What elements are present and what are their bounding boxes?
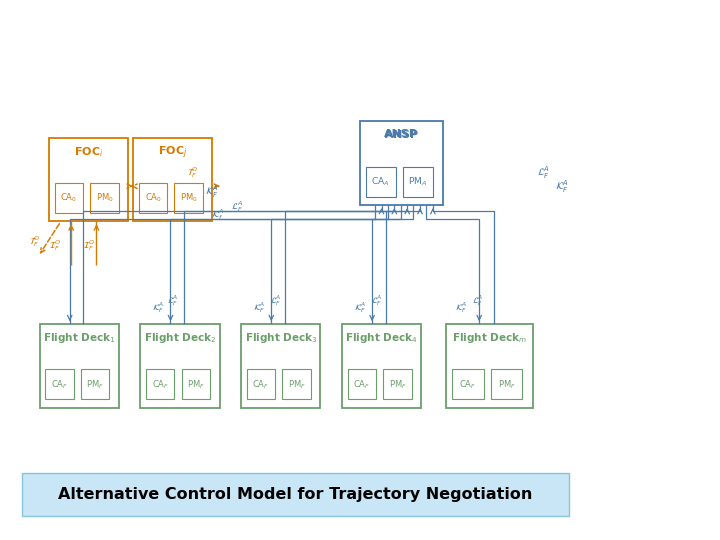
- Bar: [241, 324, 320, 408]
- Text: $\mathcal{K}_F^A$: $\mathcal{K}_F^A$: [253, 300, 266, 315]
- Bar: [383, 369, 412, 399]
- Text: $\mathcal{K}_F^A$: $\mathcal{K}_F^A$: [554, 178, 569, 195]
- Text: $\mathcal{I}_F^O$: $\mathcal{I}_F^O$: [49, 238, 61, 253]
- Text: CA$_F$: CA$_F$: [51, 378, 68, 390]
- Bar: [342, 324, 421, 408]
- Text: FOC$_i$: FOC$_i$: [74, 145, 103, 159]
- Bar: [446, 324, 533, 408]
- Bar: [174, 183, 203, 213]
- Text: PM$_F$: PM$_F$: [389, 378, 406, 390]
- Bar: [22, 472, 569, 516]
- Text: ANSP: ANSP: [384, 129, 418, 139]
- Text: $\mathcal{L}_F^A$: $\mathcal{L}_F^A$: [371, 293, 382, 308]
- Text: $\mathcal{K}_F^A$: $\mathcal{K}_F^A$: [354, 300, 366, 315]
- Text: CA$_F$: CA$_F$: [152, 378, 168, 390]
- Text: PM$_F$: PM$_F$: [498, 378, 516, 390]
- Text: CA$_F$: CA$_F$: [459, 378, 477, 390]
- Bar: [139, 183, 167, 213]
- Bar: [81, 369, 109, 399]
- Bar: [360, 122, 443, 205]
- Text: ANSP$_{}$: ANSP$_{}$: [384, 129, 419, 139]
- Bar: [133, 138, 212, 221]
- Text: CA$_F$: CA$_F$: [354, 378, 370, 390]
- Text: PM$_A$: PM$_A$: [408, 176, 428, 188]
- Text: $\mathcal{T}_F^O$: $\mathcal{T}_F^O$: [187, 165, 199, 180]
- Text: FOC$_j$: FOC$_j$: [158, 145, 187, 161]
- Text: PM$_0$: PM$_0$: [96, 192, 113, 204]
- Bar: [491, 369, 523, 399]
- Text: PM$_F$: PM$_F$: [86, 378, 104, 390]
- Text: Flight Deck$_{4}$: Flight Deck$_{4}$: [346, 331, 418, 345]
- Text: $\mathcal{L}_F^A$: $\mathcal{L}_F^A$: [167, 293, 179, 308]
- Bar: [45, 369, 73, 399]
- Text: CA$_0$: CA$_0$: [60, 192, 77, 204]
- Bar: [40, 324, 119, 408]
- Bar: [452, 369, 484, 399]
- Text: $\mathcal{T}_F^O$: $\mathcal{T}_F^O$: [29, 234, 40, 249]
- Bar: [247, 369, 275, 399]
- Bar: [90, 183, 119, 213]
- Text: $\mathcal{K}_F^A$: $\mathcal{K}_F^A$: [205, 183, 220, 200]
- Bar: [181, 369, 210, 399]
- Text: CA$_A$: CA$_A$: [372, 176, 390, 188]
- Bar: [140, 324, 220, 408]
- Text: Flight Deck$_{1}$: Flight Deck$_{1}$: [43, 331, 115, 345]
- Text: $\mathcal{I}_F^O$: $\mathcal{I}_F^O$: [84, 238, 95, 253]
- Text: Flight Deck$_{3}$: Flight Deck$_{3}$: [245, 331, 317, 345]
- Text: $\mathcal{K}_f^A$: $\mathcal{K}_f^A$: [211, 207, 224, 222]
- Text: CA$_F$: CA$_F$: [253, 378, 269, 390]
- Text: $\mathcal{L}_F^A$: $\mathcal{L}_F^A$: [231, 199, 244, 214]
- Bar: [146, 369, 174, 399]
- Text: $\mathcal{L}_F^A$: $\mathcal{L}_F^A$: [472, 293, 483, 308]
- Text: $\mathcal{K}_F^A$: $\mathcal{K}_F^A$: [454, 300, 467, 315]
- Bar: [49, 138, 128, 221]
- Text: Alternative Control Model for Trajectory Negotiation: Alternative Control Model for Trajectory…: [58, 487, 532, 502]
- Bar: [282, 369, 311, 399]
- Text: Flight Deck$_{2}$: Flight Deck$_{2}$: [144, 331, 216, 345]
- Text: $\mathcal{L}_F^A$: $\mathcal{L}_F^A$: [537, 164, 550, 181]
- Text: CA$_0$: CA$_0$: [145, 192, 161, 204]
- Text: $\mathcal{L}_F^A$: $\mathcal{L}_F^A$: [270, 293, 282, 308]
- Bar: [366, 167, 395, 197]
- Text: PM$_F$: PM$_F$: [187, 378, 204, 390]
- Text: PM$_0$: PM$_0$: [180, 192, 197, 204]
- Text: $\mathcal{K}_F^A$: $\mathcal{K}_F^A$: [152, 300, 165, 315]
- Text: PM$_F$: PM$_F$: [288, 378, 305, 390]
- Bar: [55, 183, 83, 213]
- Bar: [403, 167, 433, 197]
- Bar: [348, 369, 376, 399]
- Text: Flight Deck$_{m}$: Flight Deck$_{m}$: [452, 331, 527, 345]
